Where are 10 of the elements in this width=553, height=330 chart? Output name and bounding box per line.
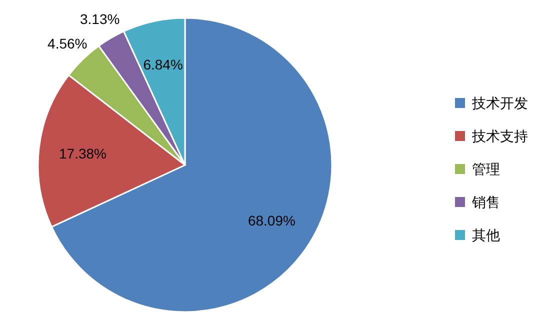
legend-label: 销售 <box>471 194 500 210</box>
data-label: 4.56% <box>48 36 88 52</box>
data-label: 68.09% <box>248 212 296 228</box>
legend-label: 技术开发 <box>471 95 528 111</box>
data-label: 6.84% <box>143 56 183 72</box>
legend-label: 其他 <box>472 227 500 243</box>
data-label: 3.13% <box>80 11 120 28</box>
data-label: 17.38% <box>59 146 106 162</box>
legend-label: 技术支持 <box>471 128 528 144</box>
legend-label: 管理 <box>472 161 500 177</box>
